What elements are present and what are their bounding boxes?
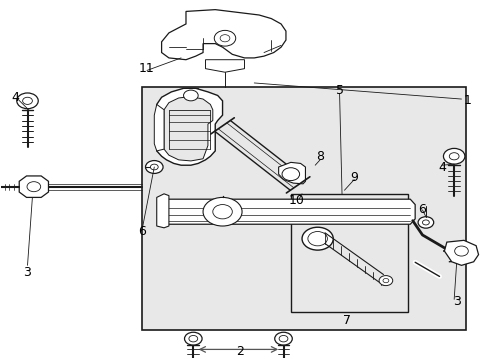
Circle shape [188, 336, 197, 342]
Circle shape [184, 332, 202, 345]
Polygon shape [163, 96, 212, 161]
Circle shape [274, 332, 292, 345]
Circle shape [212, 204, 232, 219]
Polygon shape [157, 194, 168, 228]
Text: 7: 7 [342, 314, 350, 327]
Polygon shape [161, 199, 414, 224]
Text: 1: 1 [463, 94, 471, 107]
Text: 5: 5 [335, 84, 343, 96]
Circle shape [220, 35, 229, 42]
Circle shape [417, 217, 433, 228]
Circle shape [448, 153, 458, 160]
Polygon shape [161, 10, 285, 60]
Text: 9: 9 [349, 171, 357, 184]
Circle shape [22, 97, 32, 104]
Polygon shape [444, 240, 478, 265]
Circle shape [17, 93, 38, 109]
Text: 4: 4 [11, 91, 19, 104]
Polygon shape [205, 60, 244, 72]
Circle shape [27, 182, 41, 192]
Text: 8: 8 [315, 150, 324, 163]
Bar [142, 86, 466, 330]
Text: 11: 11 [139, 62, 155, 75]
Circle shape [282, 168, 299, 181]
Circle shape [203, 197, 242, 226]
Text: 3: 3 [23, 266, 31, 279]
Circle shape [443, 148, 464, 164]
Text: 4: 4 [437, 161, 445, 174]
Circle shape [422, 220, 428, 225]
Text: 3: 3 [452, 294, 460, 308]
Polygon shape [278, 162, 305, 184]
Polygon shape [157, 88, 222, 165]
Circle shape [150, 164, 158, 170]
Circle shape [302, 227, 332, 250]
Circle shape [183, 90, 198, 101]
Circle shape [214, 30, 235, 46]
Text: 6: 6 [418, 203, 426, 216]
Circle shape [307, 231, 327, 246]
Polygon shape [19, 176, 48, 197]
Circle shape [145, 161, 163, 174]
Circle shape [279, 336, 287, 342]
Text: 2: 2 [235, 345, 243, 358]
Circle shape [454, 246, 468, 256]
Circle shape [382, 278, 388, 283]
Text: 6: 6 [138, 225, 146, 238]
Polygon shape [154, 104, 163, 151]
Text: 10: 10 [288, 194, 304, 207]
Bar [290, 194, 407, 312]
Circle shape [378, 276, 392, 285]
